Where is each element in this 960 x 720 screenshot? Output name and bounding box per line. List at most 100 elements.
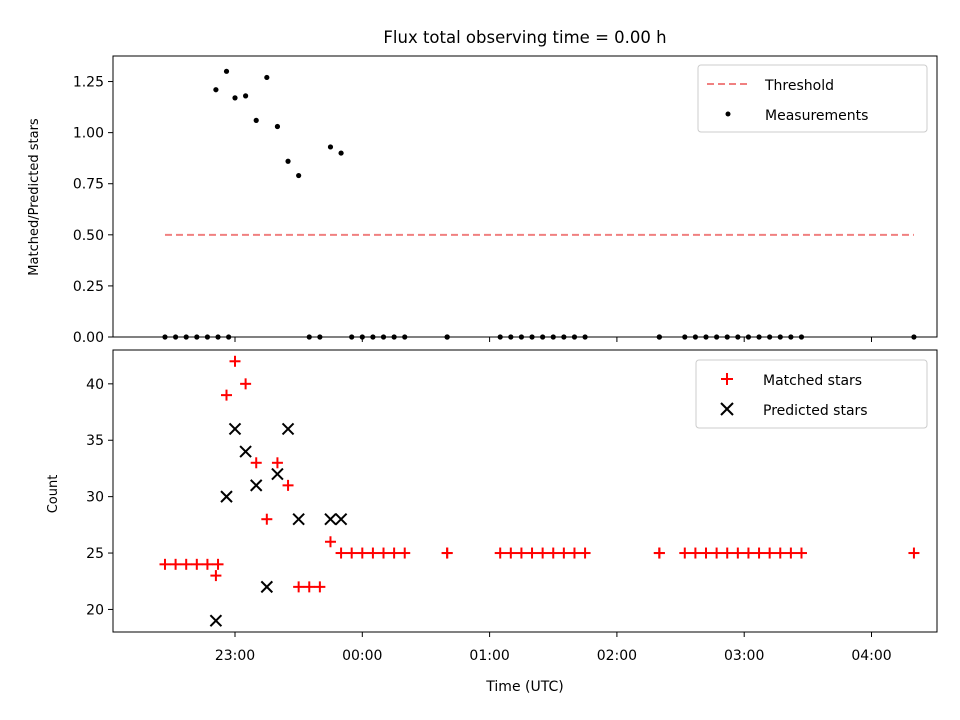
- predicted-star-point: [228, 422, 242, 436]
- top-y-tick-label: 0.00: [73, 330, 104, 346]
- bottom-y-tick-label: 25: [86, 546, 104, 562]
- matched-star-point: [221, 389, 233, 401]
- matched-star-point: [314, 581, 326, 593]
- top-y-axis-label: Matched/Predicted stars: [27, 118, 42, 276]
- top-y-axis: 0.00 0.25 0.50 0.75 1.00 1.25: [73, 75, 113, 346]
- matched-star-point: [378, 547, 390, 559]
- matched-star-point: [261, 513, 273, 525]
- measurement-point: [296, 172, 302, 179]
- x-tick-label: 02:00: [597, 648, 637, 664]
- matched-star-point: [785, 547, 797, 559]
- matched-star-point: [250, 457, 262, 469]
- bottom-y-tick-label: 30: [86, 490, 104, 506]
- matched-star-point: [764, 547, 776, 559]
- matched-star-point: [526, 547, 538, 559]
- matched-star-point: [732, 547, 744, 559]
- x-tick-label: 23:00: [215, 648, 255, 664]
- legend-threshold-label: Threshold: [764, 78, 834, 94]
- x-tick-label: 01:00: [469, 648, 509, 664]
- x-tick-label: 00:00: [342, 648, 382, 664]
- matched-star-point: [399, 547, 411, 559]
- x-axis-label: Time (UTC): [485, 679, 563, 695]
- bottom-y-axis-label: Count: [46, 475, 61, 514]
- bottom-legend-box: [695, 359, 928, 429]
- matched-star-point: [293, 581, 305, 593]
- matched-star-point: [229, 355, 241, 367]
- bottom-y-tick-label: 35: [86, 433, 104, 449]
- matched-star-point: [282, 479, 294, 491]
- legend-predicted-label: Predicted stars: [763, 403, 868, 419]
- matched-star-point: [303, 581, 315, 593]
- predicted-star-point: [334, 512, 348, 526]
- matched-star-point: [515, 547, 527, 559]
- top-y-tick-label: 0.75: [73, 177, 104, 193]
- measurement-point: [285, 158, 291, 164]
- matched-star-point: [537, 547, 549, 559]
- matched-star-point: [180, 558, 192, 570]
- measurement-point: [338, 150, 344, 156]
- matched-star-point: [201, 558, 213, 570]
- legend-measurements-label: Measurements: [765, 108, 868, 124]
- matched-star-point: [210, 570, 222, 582]
- measurement-point: [264, 74, 270, 81]
- x-tick-label: 04:00: [851, 648, 891, 664]
- matched-star-point: [711, 547, 723, 559]
- bottom-y-tick-label: 40: [86, 377, 104, 393]
- bottom-x-axis: 23:00 00:00 01:00 02:00 03:00 04:00: [215, 632, 892, 664]
- matched-star-point: [689, 547, 701, 559]
- predicted-star-point: [239, 445, 252, 458]
- top-y-tick-label: 1.00: [73, 126, 104, 142]
- matched-star-point: [774, 547, 786, 559]
- top-x-axis-ticks: [234, 337, 872, 342]
- matched-star-point: [653, 547, 665, 559]
- matched-star-point: [558, 547, 570, 559]
- bottom-legend: Matched stars Predicted stars: [695, 359, 928, 429]
- matched-star-point: [346, 547, 358, 559]
- measurement-point: [243, 93, 249, 99]
- matched-star-point: [547, 547, 559, 559]
- matched-star-point: [568, 547, 580, 559]
- top-legend-box: [697, 64, 928, 133]
- predicted-star-point: [292, 512, 305, 526]
- bottom-plot-area: [159, 355, 920, 627]
- predicted-star-point: [271, 467, 284, 481]
- top-y-tick-label: 0.50: [73, 228, 104, 244]
- matched-star-point: [335, 547, 347, 559]
- top-y-tick-label: 0.25: [73, 279, 104, 295]
- matched-star-point: [367, 547, 379, 559]
- bottom-axes-frame: [112, 349, 938, 633]
- matched-star-point: [579, 547, 591, 559]
- bottom-y-tick-label: 20: [86, 602, 104, 618]
- bottom-y-axis: 20 25 30 35 40: [86, 377, 113, 618]
- matched-star-point: [742, 547, 754, 559]
- matched-star-point: [679, 547, 691, 559]
- predicted-star-point: [324, 512, 337, 526]
- matched-star-point: [494, 547, 506, 559]
- chart-title: Flux total observing time = 0.00 h: [383, 28, 666, 47]
- matched-star-point: [212, 558, 224, 570]
- top-y-tick-label: 1.25: [73, 75, 104, 91]
- measurement-point: [223, 68, 230, 74]
- matched-star-point: [191, 558, 203, 570]
- top-axes-frame: [112, 55, 938, 338]
- legend-matched-label: Matched stars: [763, 373, 862, 389]
- measurement-point: [232, 95, 238, 101]
- legend-matched-swatch: [721, 373, 733, 385]
- legend-predicted-swatch: [720, 402, 734, 416]
- matched-star-point: [700, 547, 712, 559]
- matched-star-point: [505, 547, 517, 559]
- matched-star-point: [356, 547, 368, 559]
- matched-star-point: [324, 536, 336, 548]
- matched-star-point: [271, 457, 283, 469]
- measurement-point: [253, 117, 259, 123]
- legend-measurements-swatch: [725, 111, 731, 117]
- predicted-star-point: [281, 422, 295, 436]
- predicted-star-point: [250, 479, 263, 492]
- measurement-point: [274, 123, 281, 130]
- predicted-star-point: [260, 580, 274, 594]
- matched-star-point: [441, 547, 453, 559]
- matched-star-point: [170, 558, 182, 570]
- top-legend: Threshold Measurements: [697, 64, 928, 133]
- x-tick-label: 03:00: [724, 648, 764, 664]
